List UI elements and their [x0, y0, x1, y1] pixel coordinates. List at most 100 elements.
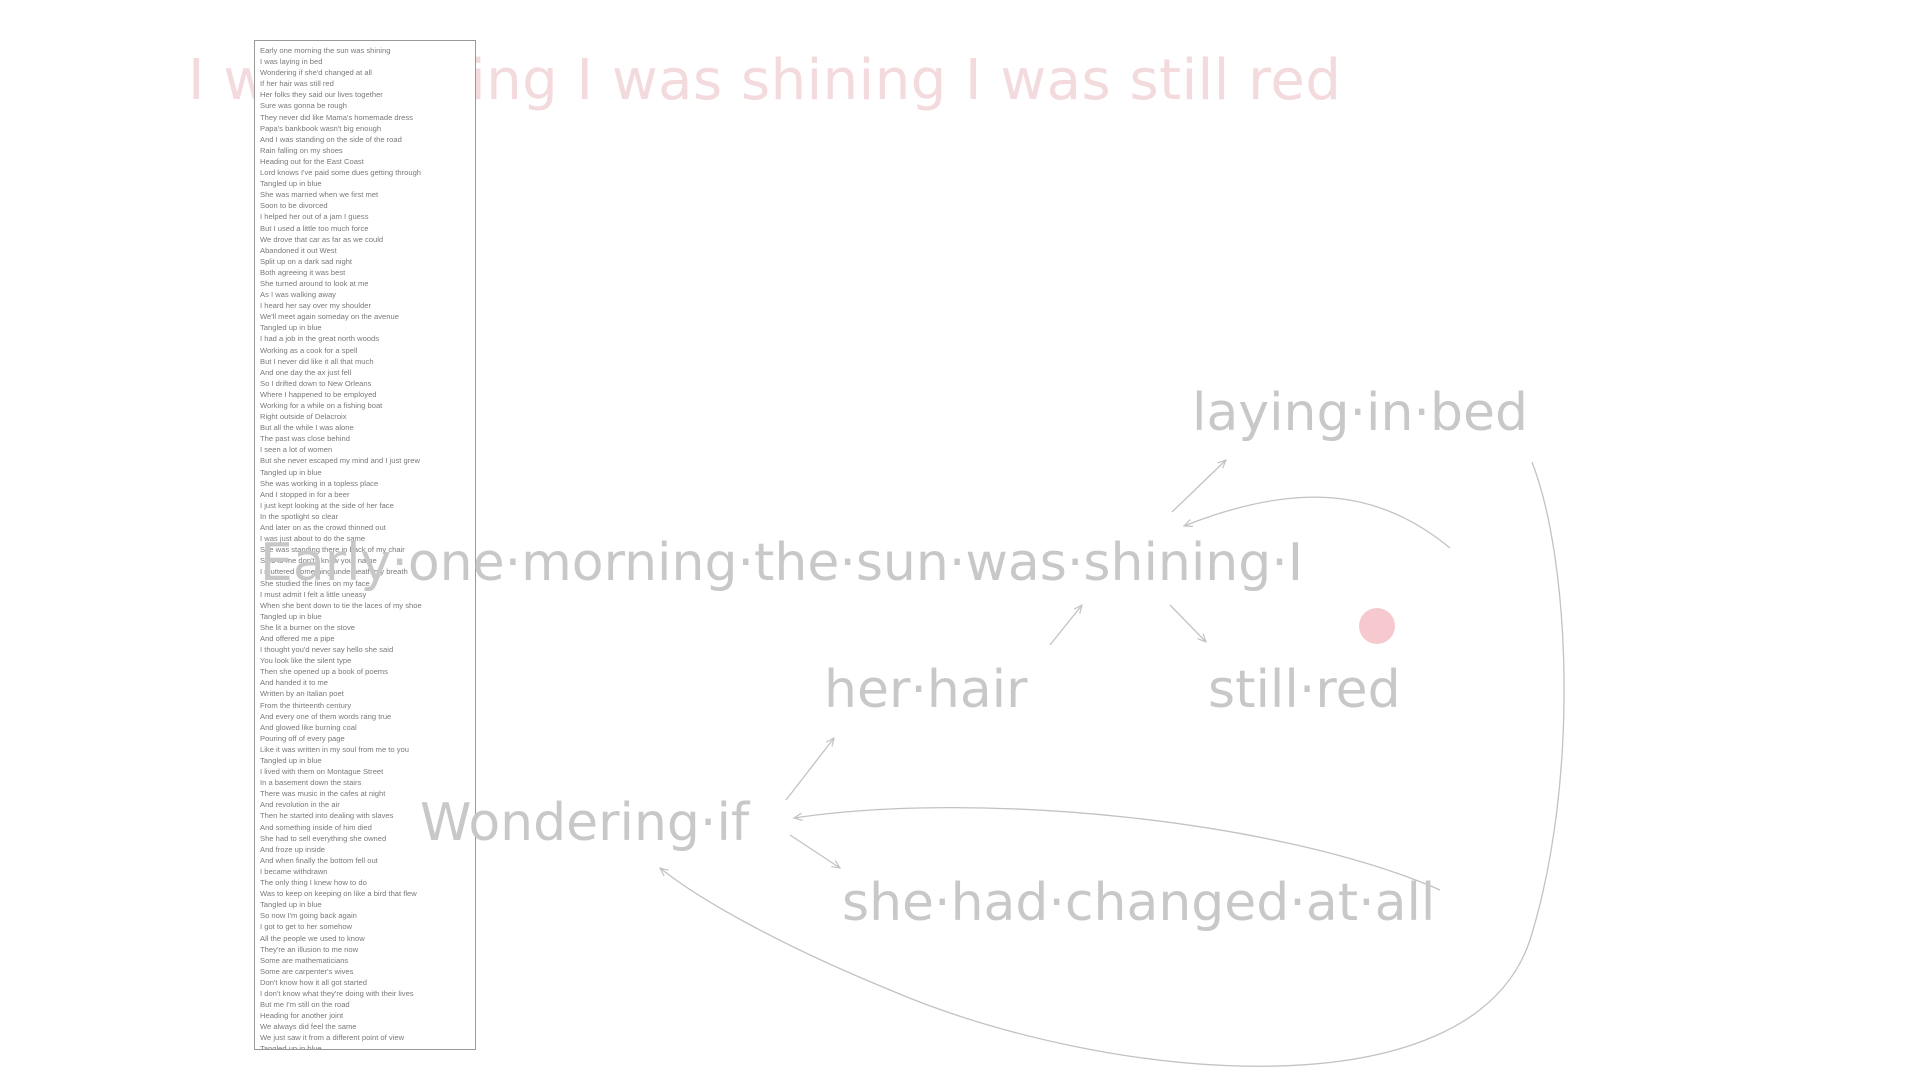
lyric-line: I don't know what they're doing with the…: [260, 988, 414, 998]
edge-she-changed-to-wondering: [794, 806, 1441, 891]
lyric-line: All the people we used to know: [260, 933, 365, 943]
lyric-line: We always did feel the same: [260, 1022, 357, 1032]
lyric-line: Heading out for the East Coast: [260, 156, 364, 166]
lyric-line: You look like the silent type: [260, 656, 352, 666]
lyric-line: And froze up inside: [260, 844, 326, 854]
edge-her-hair-to-was: [1049, 605, 1082, 646]
lyric-line: The past was close behind: [260, 434, 350, 444]
lyric-line: From the thirteenth century: [260, 700, 352, 710]
lyric-line: Soon to be divorced: [260, 201, 328, 211]
lyric-line: Some are mathematicians: [260, 955, 349, 965]
lyric-line: So I drifted down to New Orleans: [260, 378, 372, 388]
lyric-line: Pouring off of every page: [260, 733, 345, 743]
edge-was-to-still-red: [1169, 604, 1206, 642]
lyric-line: But me I'm still on the road: [260, 1000, 350, 1010]
lyric-line: I heard her say over my shoulder: [260, 301, 372, 311]
lyric-line: Tangled up in blue: [260, 900, 322, 910]
lyric-line: And every one of them words rang true: [260, 711, 392, 721]
node-still-red: still·red: [1208, 660, 1401, 720]
lyric-line: Tangled up in blue: [260, 1044, 322, 1050]
lyric-line: In a basement down the stairs: [260, 778, 362, 788]
edge-laying-to-wondering: [660, 461, 1565, 1067]
lyric-line: Some are carpenter's wives: [260, 966, 354, 976]
lyric-line: Was to keep on keeping on like a bird th…: [260, 889, 417, 899]
lyric-line: And glowed like burning coal: [260, 722, 357, 732]
lyric-line: Early one morning the sun was shining: [260, 46, 391, 55]
lyric-line: She was standing there in back of my cha…: [260, 545, 405, 555]
lyric-line: We just saw it from a different point of…: [260, 1033, 405, 1043]
lyric-line: Like it was written in my soul from me t…: [260, 744, 409, 754]
lyric-line: When she bent down to tie the laces of m…: [260, 600, 422, 610]
edge-wondering-to-she-changed: [789, 834, 840, 868]
node-main-phrase: Early·one·morning·the·sun·was·shining·I: [260, 533, 1303, 593]
node-wondering-if: Wondering·if: [420, 793, 751, 853]
lyric-line: There was music in the cafes at night: [260, 789, 386, 799]
lyric-line: I was just about to do the same: [260, 534, 366, 544]
edge-i-to-was-loop: [1184, 496, 1451, 549]
lyric-line: And I was standing on the side of the ro…: [260, 134, 402, 144]
lyric-line: But I never did like it all that much: [260, 356, 374, 366]
lyric-line: Working for a while on a fishing boat: [260, 401, 383, 410]
lyric-line: And I stopped in for a beer: [260, 489, 350, 499]
lyric-line: As I was walking away: [260, 290, 336, 300]
lyric-line: Both agreeing it was best: [260, 267, 346, 277]
lyric-line: Tangled up in blue: [260, 756, 322, 765]
lyric-line: Her folks they said our lives together: [260, 90, 383, 100]
lyric-line: I just kept looking at the side of her f…: [260, 500, 394, 510]
lyric-line: They're an illusion to me now: [260, 944, 359, 954]
lyric-line: They never did like Mama's homemade dres…: [260, 112, 413, 122]
lyric-line: Tangled up in blue: [260, 467, 322, 477]
lyric-line: I lived with them on Montague Street: [260, 767, 384, 777]
lyric-line: She lit a burner on the stove: [260, 622, 355, 632]
lyric-line: And handed it to me: [260, 678, 328, 688]
lyric-line: Split up on a dark sad night: [260, 256, 353, 266]
lyric-line: Sure was gonna be rough: [260, 101, 347, 111]
lyric-line: Then she opened up a book of poems: [260, 667, 388, 677]
lyric-line: I must admit I felt a little uneasy: [260, 589, 367, 599]
lyric-line: But I used a little too much force: [260, 223, 369, 233]
lyric-line: Tangled up in blue: [260, 179, 322, 189]
lyric-line: Papa's bankbook wasn't big enough: [260, 123, 382, 133]
lyric-line: Abandoned it out West: [260, 245, 337, 255]
lyric-line: She was married when we first met: [260, 190, 379, 200]
lyric-line: Rain falling on my shoes: [260, 145, 343, 155]
lyric-line: Lord knows I've paid some dues getting t…: [260, 168, 422, 178]
lyric-line: Working as a cook for a spell: [260, 345, 358, 355]
lyric-line: She studied the lines on my face: [260, 578, 370, 588]
lyric-line: Said to me don't I know your name: [260, 556, 377, 566]
lyric-line: But she never escaped my mind and I just…: [260, 456, 420, 466]
lyric-line: We drove that car as far as we could: [260, 234, 384, 244]
cursor-dot: [1359, 608, 1395, 644]
lyric-line: And something inside of him died: [260, 822, 372, 832]
lyric-line: And offered me a pipe: [260, 633, 335, 643]
lyric-line: I became withdrawn: [260, 866, 328, 876]
node-her-hair: her·hair: [824, 660, 1028, 720]
lyric-line: I thought you'd never say hello she said: [260, 645, 394, 655]
edge-wondering-to-her-hair: [785, 738, 834, 801]
lyric-line: We'll meet again someday on the avenue: [260, 312, 399, 322]
lyrics-panel[interactable]: Early one morning the sun was shining I w…: [254, 40, 476, 1050]
lyric-line: She turned around to look at me: [260, 278, 369, 288]
lyric-line: So now I'm going back again: [260, 911, 357, 921]
lyric-line: Heading for another joint: [260, 1011, 344, 1021]
lyric-line: Tangled up in blue: [260, 323, 322, 333]
node-laying-in-bed: laying·in·bed: [1192, 383, 1528, 443]
lyric-line: But all the while I was alone: [260, 423, 354, 433]
lyric-line: And one day the ax just fell: [260, 367, 352, 377]
lyric-line: Don't know how it all got started: [260, 977, 367, 987]
lyric-line: She had to sell everything she owned: [260, 833, 387, 843]
lyric-line: If her hair was still red: [260, 79, 334, 89]
lyric-line: Right outside of Delacroix: [260, 412, 347, 422]
lyric-line: Wondering if she'd changed at all: [260, 68, 372, 78]
edge-was-to-laying: [1171, 460, 1226, 513]
lyric-line: Then he started into dealing with slaves: [260, 811, 394, 821]
lyric-line: I seen a lot of women: [260, 445, 333, 455]
lyric-line: She was working in a topless place: [260, 478, 379, 488]
lyric-line: And revolution in the air: [260, 800, 340, 810]
node-she-had-changed: she·had·changed·at·all: [842, 873, 1435, 933]
lyric-line: In the spotlight so clear: [260, 511, 339, 521]
lyric-line: I muttered something underneath my breat…: [260, 567, 408, 577]
lyric-line: Tangled up in blue: [260, 611, 322, 621]
lyric-line: And when finally the bottom fell out: [260, 855, 378, 865]
